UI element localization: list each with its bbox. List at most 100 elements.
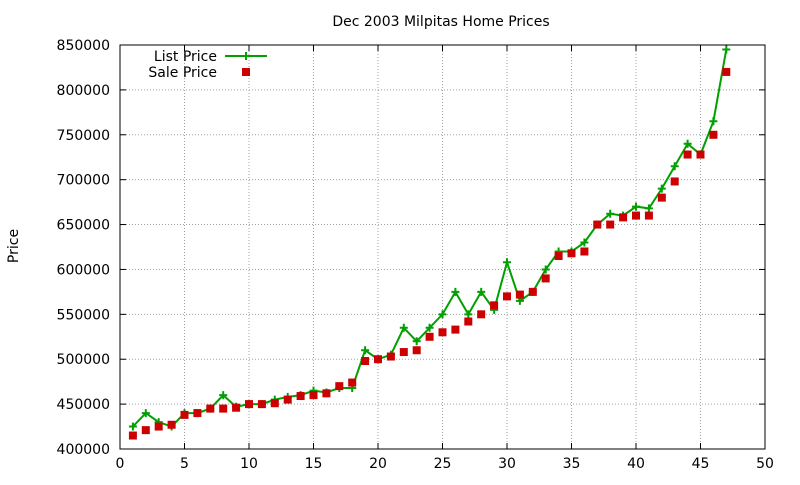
- sale-price-point: [219, 404, 228, 413]
- list-price-point: [425, 323, 434, 332]
- sale-price-point: [696, 150, 705, 159]
- legend-label: Sale Price: [148, 65, 217, 81]
- sale-price-point: [580, 247, 589, 256]
- list-price-point: [464, 310, 473, 319]
- list-price-point: [477, 287, 486, 296]
- x-tick-label: 35: [563, 456, 581, 472]
- sale-price-point: [709, 130, 718, 139]
- sale-price-point: [528, 287, 537, 296]
- y-tick-label: 500000: [57, 352, 110, 368]
- list-price-point: [438, 310, 447, 319]
- x-tick-label: 15: [305, 456, 323, 472]
- grid: [120, 45, 765, 449]
- y-tick-label: 850000: [57, 38, 110, 54]
- sale-price-point: [464, 317, 473, 326]
- sale-price-point: [683, 150, 692, 159]
- list-price-point: [541, 265, 550, 274]
- sale-price-point: [167, 420, 176, 429]
- x-tick-label: 50: [756, 456, 774, 472]
- sale-price-point: [386, 352, 395, 361]
- sale-price-point: [541, 274, 550, 283]
- sale-price-point: [670, 177, 679, 186]
- sale-price-point: [632, 211, 640, 220]
- series: [128, 45, 731, 440]
- plot-border: [119, 44, 766, 450]
- sale-price-point: [399, 348, 408, 357]
- legend-square-marker: [242, 68, 250, 76]
- sale-price-point: [619, 213, 628, 222]
- sale-price-point: [438, 328, 447, 337]
- list-price-point: [644, 204, 653, 213]
- sale-price-point: [722, 67, 731, 76]
- sale-price-point: [503, 292, 511, 301]
- x-tick-label: 20: [369, 456, 387, 472]
- list-price-point: [399, 323, 408, 332]
- series-list-price: [128, 45, 731, 431]
- sale-price-point: [412, 346, 421, 355]
- sale-price-point: [593, 220, 602, 229]
- axis-ticks: 0 5 10 15 20 25 30 35 40 45 50 400000 450000 500000 55…: [57, 38, 774, 472]
- list-price-point: [219, 391, 228, 400]
- y-tick-label: 600000: [57, 262, 110, 278]
- sale-price-point: [180, 410, 189, 419]
- sale-price-point: [567, 249, 576, 258]
- list-price-point: [709, 117, 718, 126]
- sale-price-point: [515, 290, 524, 299]
- list-price-point: [361, 346, 370, 355]
- sale-price-point: [283, 395, 292, 404]
- sale-price-point: [206, 404, 215, 413]
- sale-price-point: [232, 403, 241, 412]
- y-axis-label: Price: [6, 229, 22, 263]
- sale-price-point: [657, 193, 666, 202]
- list-price-point: [580, 238, 589, 247]
- chart-title: Dec 2003 Milpitas Home Prices: [332, 14, 549, 30]
- x-tick-label: 25: [434, 456, 452, 472]
- sale-price-point: [606, 220, 615, 229]
- list-price-point: [657, 184, 666, 193]
- series-sale-price: [128, 67, 731, 440]
- sale-price-point: [335, 382, 344, 391]
- sale-price-point: [490, 301, 499, 310]
- sale-price-point: [322, 389, 331, 398]
- sale-price-point: [361, 357, 370, 366]
- sale-price-point: [425, 332, 434, 341]
- sale-price-point: [193, 409, 202, 418]
- y-tick-label: 400000: [57, 442, 110, 458]
- sale-price-point: [644, 211, 653, 220]
- sale-price-point: [154, 422, 163, 431]
- sale-price-point: [477, 310, 486, 319]
- list-price-point: [412, 337, 421, 346]
- list-price-point: [128, 422, 137, 431]
- list-price-point: [606, 209, 615, 218]
- legend-label: List Price: [154, 49, 217, 65]
- sale-price-point: [451, 325, 460, 334]
- list-price-point: [503, 258, 511, 267]
- list-price-point: [722, 45, 731, 54]
- legend-plus-marker: [242, 52, 250, 60]
- x-tick-label: 10: [240, 456, 258, 472]
- y-tick-label: 750000: [57, 128, 110, 144]
- x-tick-label: 40: [627, 456, 645, 472]
- sale-price-point: [296, 392, 305, 401]
- sale-price-point: [374, 355, 382, 364]
- sale-price-point: [257, 400, 266, 409]
- sale-price-point: [141, 426, 150, 435]
- x-tick-label: 30: [498, 456, 516, 472]
- list-price-line: [132, 49, 728, 428]
- x-tick-label: 45: [692, 456, 710, 472]
- x-tick-label: 5: [180, 456, 189, 472]
- sale-price-point: [245, 400, 253, 409]
- list-price-point: [670, 162, 679, 171]
- y-tick-label: 800000: [57, 83, 110, 99]
- sale-price-point: [270, 399, 279, 408]
- list-price-point: [451, 287, 460, 296]
- sale-price-point: [554, 251, 563, 260]
- list-price-point: [632, 202, 640, 211]
- list-price-point: [141, 409, 150, 418]
- list-price-point: [683, 139, 692, 148]
- y-tick-label: 550000: [57, 307, 110, 323]
- sale-price-point: [309, 391, 318, 400]
